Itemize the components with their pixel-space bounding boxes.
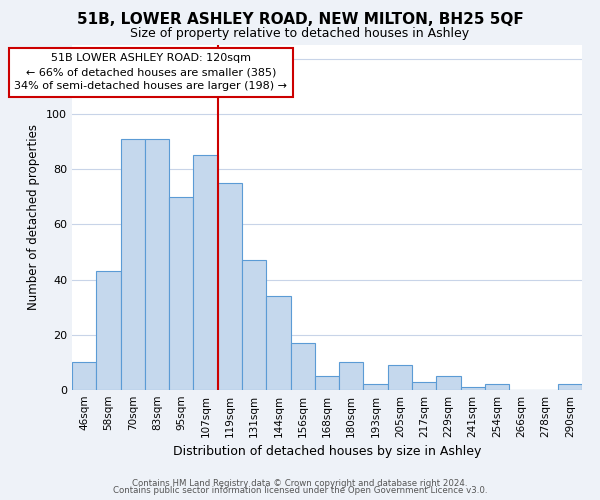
Bar [412, 382, 436, 390]
Bar [193, 156, 218, 390]
Bar [266, 296, 290, 390]
Bar [461, 387, 485, 390]
X-axis label: Distribution of detached houses by size in Ashley: Distribution of detached houses by size … [173, 446, 481, 458]
Bar [290, 343, 315, 390]
Text: Contains public sector information licensed under the Open Government Licence v3: Contains public sector information licen… [113, 486, 487, 495]
Bar [364, 384, 388, 390]
Y-axis label: Number of detached properties: Number of detached properties [28, 124, 40, 310]
Bar [315, 376, 339, 390]
Bar [339, 362, 364, 390]
Text: 51B, LOWER ASHLEY ROAD, NEW MILTON, BH25 5QF: 51B, LOWER ASHLEY ROAD, NEW MILTON, BH25… [77, 12, 523, 28]
Bar [169, 197, 193, 390]
Bar [145, 139, 169, 390]
Bar [96, 272, 121, 390]
Bar [436, 376, 461, 390]
Bar [485, 384, 509, 390]
Text: Contains HM Land Registry data © Crown copyright and database right 2024.: Contains HM Land Registry data © Crown c… [132, 478, 468, 488]
Text: 51B LOWER ASHLEY ROAD: 120sqm
← 66% of detached houses are smaller (385)
34% of : 51B LOWER ASHLEY ROAD: 120sqm ← 66% of d… [14, 54, 287, 92]
Bar [218, 183, 242, 390]
Bar [558, 384, 582, 390]
Bar [388, 365, 412, 390]
Bar [242, 260, 266, 390]
Bar [121, 139, 145, 390]
Text: Size of property relative to detached houses in Ashley: Size of property relative to detached ho… [130, 28, 470, 40]
Bar [72, 362, 96, 390]
